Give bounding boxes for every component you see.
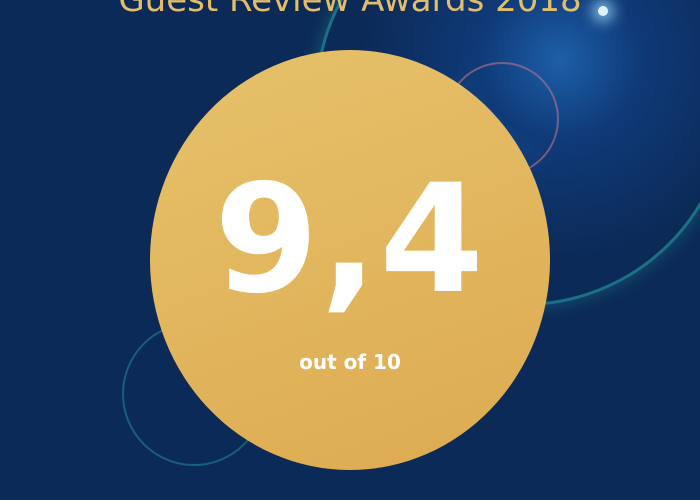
award-title: Guest Review Awards 2018 (118, 0, 582, 20)
score-badge: 9,4 out of 10 (150, 50, 550, 470)
review-score: 9,4 (214, 153, 486, 327)
score-scale: out of 10 (299, 350, 401, 374)
light-flare (598, 6, 608, 16)
